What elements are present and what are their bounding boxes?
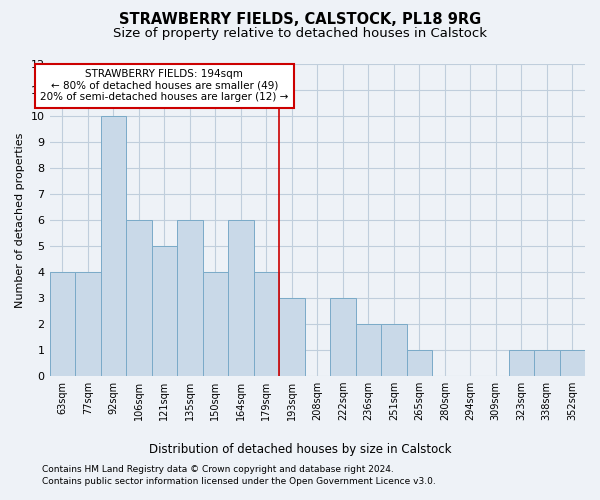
Bar	[254, 272, 279, 376]
Bar	[407, 350, 432, 376]
Bar	[177, 220, 203, 376]
Text: Contains public sector information licensed under the Open Government Licence v3: Contains public sector information licen…	[42, 477, 436, 486]
Bar	[228, 220, 254, 376]
Bar	[279, 298, 305, 376]
Y-axis label: Number of detached properties: Number of detached properties	[15, 132, 25, 308]
Text: Size of property relative to detached houses in Calstock: Size of property relative to detached ho…	[113, 28, 487, 40]
Bar	[203, 272, 228, 376]
Bar	[126, 220, 152, 376]
Bar	[560, 350, 585, 376]
Bar	[330, 298, 356, 376]
Text: Distribution of detached houses by size in Calstock: Distribution of detached houses by size …	[149, 442, 451, 456]
Bar	[50, 272, 75, 376]
Bar	[356, 324, 381, 376]
Bar	[101, 116, 126, 376]
Bar	[509, 350, 534, 376]
Bar	[381, 324, 407, 376]
Bar	[534, 350, 560, 376]
Bar	[152, 246, 177, 376]
Text: Contains HM Land Registry data © Crown copyright and database right 2024.: Contains HM Land Registry data © Crown c…	[42, 466, 394, 474]
Text: STRAWBERRY FIELDS: 194sqm
← 80% of detached houses are smaller (49)
20% of semi-: STRAWBERRY FIELDS: 194sqm ← 80% of detac…	[40, 69, 289, 102]
Text: STRAWBERRY FIELDS, CALSTOCK, PL18 9RG: STRAWBERRY FIELDS, CALSTOCK, PL18 9RG	[119, 12, 481, 28]
Bar	[75, 272, 101, 376]
